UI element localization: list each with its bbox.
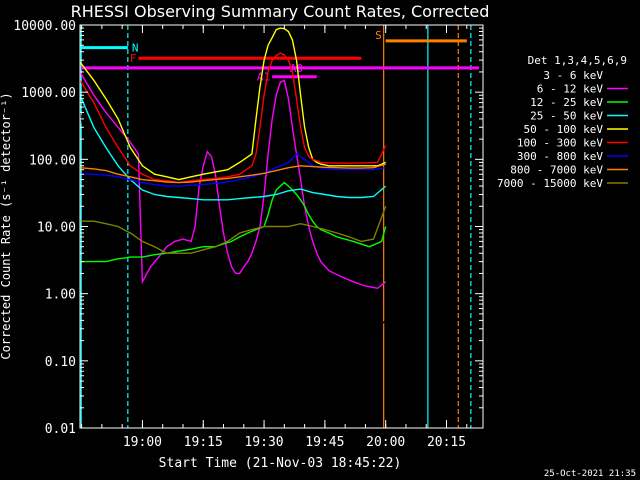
- series-line-4: [79, 94, 387, 201]
- y-axis-label: Corrected Count Rate (s⁻¹ detector⁻¹): [0, 92, 13, 359]
- legend-label-2: 6 - 12 keV: [537, 83, 604, 96]
- x-tick-label-4: 19:45: [305, 435, 344, 450]
- series-line-5: [79, 27, 386, 181]
- y-tick-label-1: 10000.00: [13, 19, 76, 34]
- annotation-label-s: S: [375, 29, 382, 42]
- y-tick-label-3: 100.00: [29, 153, 76, 168]
- series-line-8: [79, 163, 386, 184]
- series-line-1: [79, 91, 387, 326]
- timestamp: 25-Oct-2021 21:35: [544, 469, 636, 479]
- y-tick-label-7: 0.01: [45, 422, 76, 437]
- legend-label-7: 300 - 800 keV: [517, 150, 603, 163]
- x-tick-label-6: 20:15: [427, 435, 466, 450]
- legend-label-3: 12 - 25 keV: [530, 96, 603, 109]
- y-tick-label-5: 1.00: [45, 288, 76, 303]
- legend-label-8: 800 - 7000 keV: [510, 164, 603, 177]
- y-tick-label-6: 0.10: [45, 355, 76, 370]
- y-axis: 10000.00 1000.00 100.00 10.00 1.00 0.10 0.01: [13, 19, 483, 437]
- x-tick-label-5: 20:00: [366, 435, 405, 450]
- x-tick-label-3: 19:30: [244, 435, 283, 450]
- legend-label-4: 25 - 50 keV: [530, 110, 603, 123]
- annotation-label-a0: A0: [290, 62, 303, 75]
- x-axis-label: Start Time (21-Nov-03 18:45:22): [159, 456, 402, 471]
- series-line-9: [80, 206, 387, 254]
- legend-title: Det 1,3,4,5,6,9: [528, 54, 627, 67]
- legend-label-9: 7000 - 15000 keV: [497, 177, 603, 190]
- x-tick-label-2: 19:15: [184, 435, 223, 450]
- y-tick-label-2: 1000.00: [21, 86, 76, 101]
- legend-label-6: 100 - 300 keV: [517, 137, 603, 150]
- annotation-label-n: N: [132, 42, 139, 55]
- series-line-6: [79, 52, 387, 184]
- series-lines: [79, 27, 387, 326]
- annotation-label-f: F: [130, 52, 137, 65]
- legend-label-1: 3 - 6 keV: [543, 69, 603, 82]
- x-tick-label-1: 19:00: [123, 435, 162, 450]
- x-axis: 19:00 19:15 19:30 19:45 20:00 20:15: [81, 25, 468, 450]
- chart-title: RHESSI Observing Summary Count Rates, Co…: [71, 2, 490, 21]
- series-line-7: [80, 153, 386, 187]
- y-tick-label-4: 10.00: [37, 221, 76, 236]
- series-line-2: [79, 71, 387, 290]
- legend-label-5: 50 - 100 keV: [524, 123, 604, 136]
